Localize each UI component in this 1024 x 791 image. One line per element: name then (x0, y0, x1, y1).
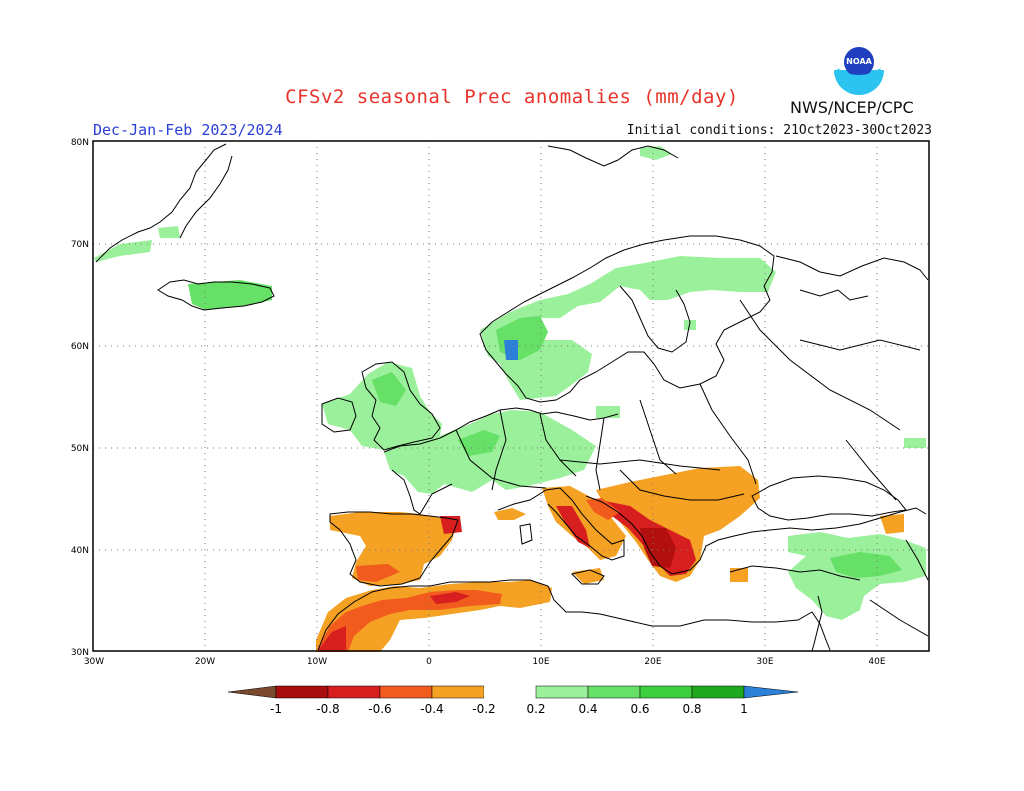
chart-title: CFSv2 seasonal Prec anomalies (mm/day) (285, 86, 739, 108)
balkans-coast (585, 495, 927, 575)
lon-label-0: 0 (426, 657, 432, 667)
anomaly-greenland-east (94, 240, 152, 262)
initial-conditions-label: Initial conditions: 21Oct2023-30Oct2023 (626, 123, 932, 138)
colorbar-bin-9 (691, 685, 745, 699)
black-sea (751, 475, 907, 521)
colorbar-bin-7 (587, 685, 641, 699)
anomaly-uk-core (372, 372, 406, 406)
anomaly-iberia-south-red (356, 564, 400, 582)
lon-label-40e: 40E (868, 657, 885, 667)
colorbar-bin-6 (535, 685, 589, 699)
anomaly-benelux-core (458, 430, 500, 456)
colorbar-label: -1 (270, 702, 282, 716)
iceland-coast (157, 279, 275, 311)
anomaly-iberia-north (440, 516, 462, 534)
north-africa-coast (317, 579, 831, 651)
greenland-coast (95, 143, 233, 263)
lon-label-30e: 30E (756, 657, 773, 667)
anomaly-finland-patch (684, 320, 696, 330)
anomaly-algeria-max (430, 592, 470, 604)
lon-label-20w: 20W (195, 657, 215, 667)
colorbar-bin-1 (275, 685, 329, 699)
anomaly-north-italy (494, 508, 526, 520)
anomaly-turkey-east (880, 514, 904, 534)
anomaly-italy (542, 486, 626, 560)
gulf-of-bothnia (619, 285, 691, 353)
france-biscay (391, 469, 421, 515)
colorbar-low-triangle (227, 685, 277, 699)
noaa-logo: NOAA (833, 43, 885, 95)
coastlines (95, 143, 929, 652)
colorbar-label: 0.8 (682, 702, 701, 716)
svg-text:NOAA: NOAA (846, 57, 872, 66)
colorbar (227, 685, 799, 699)
colorbar-bin-2 (327, 685, 381, 699)
map-frame (92, 140, 930, 652)
colorbar-label: 0.4 (578, 702, 597, 716)
sicily-sardinia (519, 523, 605, 585)
anomaly-scandinavia (480, 256, 776, 400)
anomaly-caucasus-patch (904, 438, 926, 448)
colorbar-high-triangle (743, 685, 799, 699)
anomaly-greece-max (640, 528, 676, 568)
west-europe-coast (383, 407, 619, 453)
anomaly-balkans (596, 466, 760, 582)
colorbar-label: -0.8 (316, 702, 339, 716)
colorbar-label: -0.4 (420, 702, 443, 716)
agency-label: NWS/NCEP/CPC (790, 98, 914, 117)
anomaly-italy-red (556, 506, 590, 548)
colorbar-label: 1 (740, 702, 748, 716)
lat-label-70n: 70N (71, 240, 89, 250)
anomaly-iberia (330, 512, 458, 586)
anomaly-north-africa-red (318, 590, 502, 652)
lat-label-30n: 30N (71, 648, 89, 658)
longitude-labels: 30W 20W 10W 0 10E 20E 30E 40E (84, 657, 886, 667)
caspian-region (869, 539, 929, 637)
latitude-labels: 80N 70N 60N 50N 40N 30N (71, 138, 89, 658)
lon-label-20e: 20E (644, 657, 661, 667)
colorbar-label: -0.6 (368, 702, 391, 716)
lat-label-60n: 60N (71, 342, 89, 352)
anomaly-british-isles (322, 362, 442, 450)
colorbar-label: 0.2 (526, 702, 545, 716)
colorbar-bin-4 (431, 685, 485, 699)
lon-label-10w: 10W (307, 657, 327, 667)
colorbar-bin-3 (379, 685, 433, 699)
anomaly-baltic-patch (596, 406, 620, 418)
levant-coast (811, 595, 823, 652)
colorbar-label: -0.2 (472, 702, 495, 716)
kola-white-sea (775, 255, 929, 301)
anomaly-greenland-south (158, 226, 180, 238)
lon-label-30w: 30W (84, 657, 104, 667)
anomaly-aegean-patch (730, 568, 748, 582)
svalbard-coast (547, 145, 679, 167)
lat-label-80n: 80N (71, 138, 89, 148)
lat-label-50n: 50N (71, 444, 89, 454)
anomaly-adriatic-red (586, 498, 620, 520)
anomaly-syria-core (830, 552, 902, 578)
anomaly-fills (94, 146, 926, 652)
colorbar-labels: -1 -0.8 -0.6 -0.4 -0.2 0.2 0.4 0.6 0.8 1 (270, 702, 748, 716)
season-label: Dec-Jan-Feb 2023/2024 (93, 121, 283, 139)
anomaly-norway-max (504, 340, 518, 360)
british-isles (321, 361, 441, 451)
anomaly-iceland (188, 280, 272, 310)
lat-label-40n: 40N (71, 546, 89, 556)
turkey-south (729, 565, 861, 581)
italy-coast (497, 487, 625, 561)
colorbar-bin-8 (639, 685, 693, 699)
lon-label-10e: 10E (532, 657, 549, 667)
colorbar-bin-5 (484, 686, 536, 698)
anomaly-morocco-max (318, 626, 346, 650)
colorbar-label: 0.6 (630, 702, 649, 716)
country-borders (419, 299, 921, 515)
scandinavia-coast (479, 235, 775, 403)
iberia-coast (329, 511, 459, 587)
gridlines (93, 141, 929, 651)
